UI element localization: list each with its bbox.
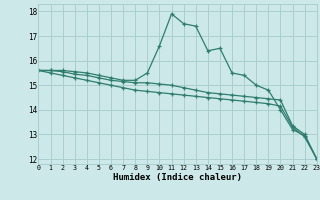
X-axis label: Humidex (Indice chaleur): Humidex (Indice chaleur) [113, 173, 242, 182]
